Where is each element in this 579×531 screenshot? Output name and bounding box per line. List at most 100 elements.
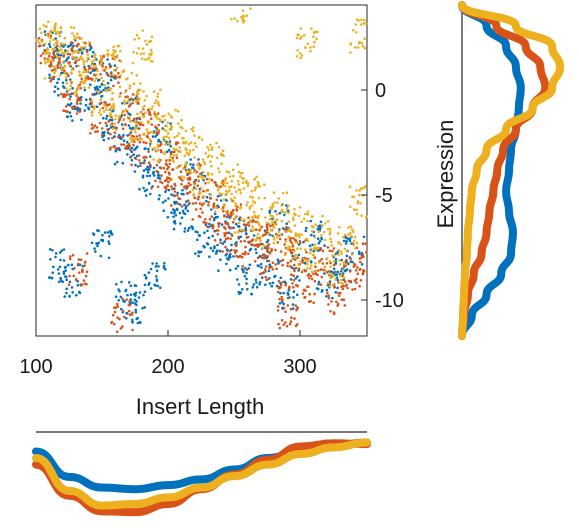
scatter-point: [223, 215, 226, 218]
scatter-point: [148, 140, 152, 144]
scatter-point: [168, 162, 172, 166]
scatter-point: [74, 106, 78, 109]
scatter-point: [122, 109, 126, 113]
scatter-point: [306, 213, 310, 216]
scatter-point: [110, 97, 113, 101]
scatter-point: [134, 99, 138, 103]
scatter-point: [253, 189, 257, 192]
scatter-point: [117, 71, 120, 75]
scatter-point: [186, 229, 190, 232]
scatter-point: [112, 52, 115, 55]
scatter-point: [108, 63, 111, 66]
scatter-point: [83, 88, 87, 92]
scatter-point: [78, 290, 81, 294]
scatter-point: [76, 35, 80, 39]
scatter-point: [138, 88, 142, 92]
scatter-point: [271, 221, 275, 225]
scatter-point: [196, 231, 199, 234]
scatter-point: [329, 276, 332, 280]
scatter-point: [223, 181, 226, 184]
scatter-point: [60, 71, 63, 75]
scatter-point: [122, 315, 126, 319]
scatter-point: [334, 278, 337, 281]
scatter-point: [334, 291, 338, 294]
scatter-point: [278, 228, 281, 231]
scatter-point: [269, 214, 272, 217]
scatter-point: [205, 177, 209, 181]
scatter-point: [336, 286, 339, 290]
scatter-point: [298, 52, 302, 55]
scatter-point: [199, 250, 203, 254]
scatter-point: [106, 131, 110, 135]
scatter-point: [247, 224, 251, 227]
scatter-point: [151, 185, 154, 188]
scatter-point: [213, 246, 216, 250]
scatter-point: [264, 283, 267, 287]
scatter-point: [220, 192, 224, 196]
scatter-point: [265, 240, 269, 244]
scatter-point: [190, 225, 193, 228]
scatter-point: [130, 313, 134, 316]
scatter-point: [225, 252, 229, 256]
scatter-point: [349, 234, 353, 238]
scatter-point: [192, 126, 195, 129]
scatter-point: [255, 236, 259, 239]
scatter-point: [237, 221, 241, 225]
scatter-point: [236, 231, 240, 234]
scatter-point: [93, 79, 97, 83]
scatter-point: [81, 57, 84, 61]
scatter-point: [274, 263, 278, 266]
scatter-point: [193, 183, 196, 186]
scatter-point: [259, 227, 263, 230]
scatter-point: [268, 263, 272, 267]
scatter-point: [233, 196, 236, 199]
scatter-point: [207, 172, 211, 175]
scatter-point: [62, 42, 66, 46]
scatter-point: [274, 274, 277, 278]
scatter-point: [123, 99, 126, 103]
scatter-point: [80, 37, 83, 40]
scatter-point: [62, 45, 65, 48]
scatter-point: [317, 230, 321, 233]
scatter-point: [321, 289, 324, 292]
scatter-point: [90, 99, 94, 103]
scatter-point: [63, 36, 67, 40]
scatter-point: [251, 229, 255, 233]
scatter-point: [135, 122, 138, 126]
scatter-point: [139, 164, 142, 168]
scatter-point: [132, 153, 135, 156]
scatter-point: [254, 228, 258, 231]
scatter-point: [122, 69, 125, 72]
scatter-point: [90, 241, 94, 245]
scatter-point: [249, 228, 252, 231]
scatter-point: [53, 23, 57, 26]
scatter-point: [154, 125, 157, 128]
scatter-point: [301, 269, 305, 272]
scatter-point: [144, 141, 148, 145]
scatter-point: [232, 255, 235, 258]
scatter-point: [230, 179, 233, 183]
scatter-point: [292, 237, 295, 240]
scatter-point: [114, 76, 118, 80]
scatter-point: [162, 209, 165, 212]
scatter-point: [38, 27, 42, 31]
scatter-point: [260, 266, 263, 269]
scatter-point: [241, 17, 244, 21]
scatter-point: [160, 181, 164, 185]
scatter-point: [210, 148, 214, 151]
scatter-point: [90, 123, 94, 126]
scatter-point: [238, 255, 242, 258]
scatter-point: [87, 56, 91, 60]
scatter-point: [296, 275, 299, 278]
scatter-point: [141, 307, 144, 310]
scatter-point: [88, 40, 91, 44]
scatter-point: [245, 232, 248, 236]
scatter-point: [216, 188, 220, 192]
scatter-point: [229, 252, 232, 256]
scatter-point: [53, 71, 56, 75]
scatter-point: [190, 127, 193, 131]
scatter-point: [128, 137, 132, 140]
scatter-point: [56, 51, 59, 54]
scatter-point: [170, 177, 174, 180]
scatter-point: [319, 283, 323, 286]
